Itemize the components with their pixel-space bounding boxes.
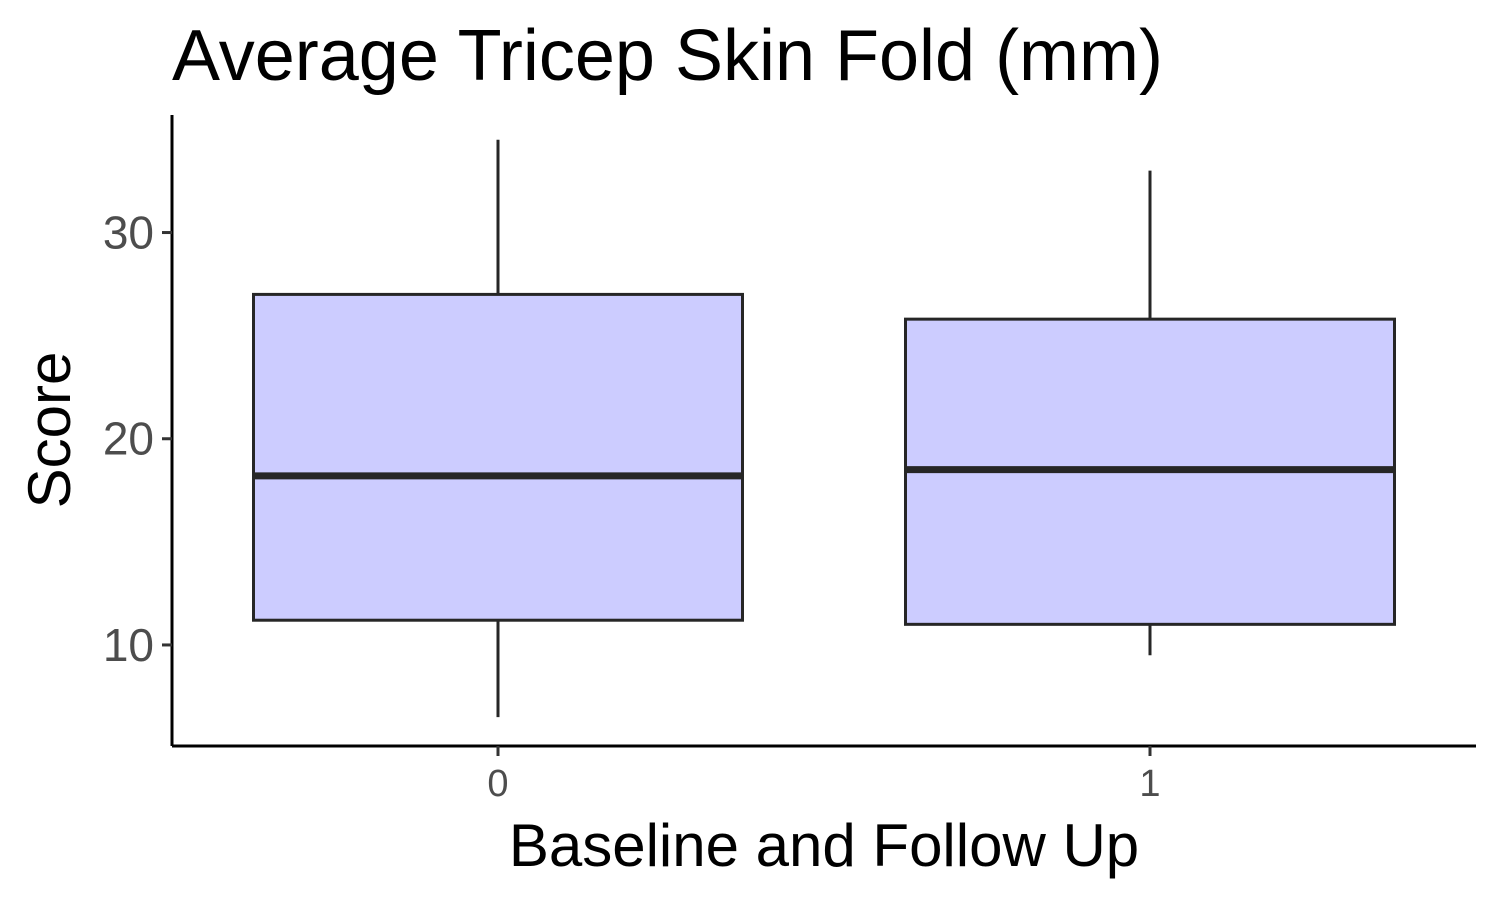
box-iqr <box>252 292 744 622</box>
chart-title: Average Tricep Skin Fold (mm) <box>172 16 1163 96</box>
y-tick-label: 10 <box>103 619 154 671</box>
x-axis-title: Baseline and Follow Up <box>509 812 1139 879</box>
x-tick-label: 0 <box>487 763 508 805</box>
x-tick-label: 1 <box>1139 763 1160 805</box>
box-group-0 <box>252 139 744 718</box>
y-tick-label: 30 <box>103 207 154 259</box>
y-tick-label: 20 <box>103 413 154 465</box>
plot-area <box>252 139 1396 718</box>
y-axis-ticks: 10 20 30 <box>103 207 172 671</box>
y-axis-title: Score <box>16 352 83 509</box>
box-group-1 <box>904 170 1396 656</box>
